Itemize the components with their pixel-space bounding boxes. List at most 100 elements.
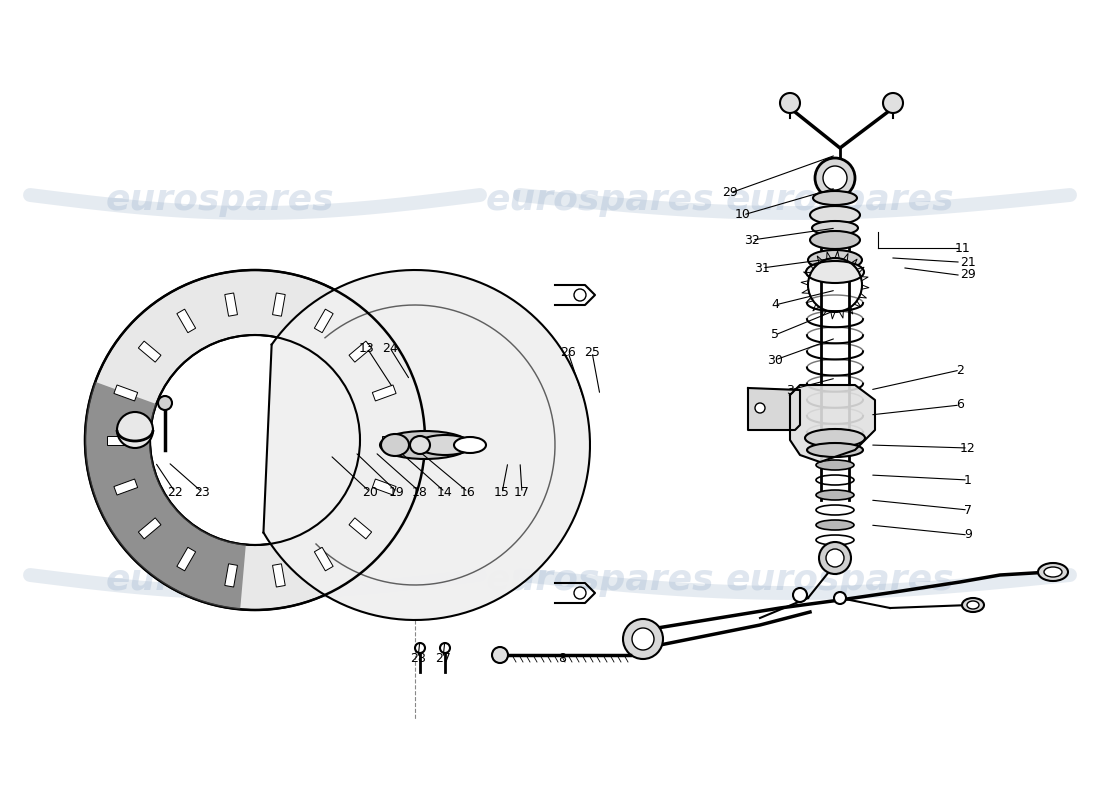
Text: 21: 21 (960, 255, 976, 269)
Text: 19: 19 (389, 486, 405, 498)
Polygon shape (349, 341, 372, 362)
Text: 27: 27 (436, 651, 451, 665)
Text: 5: 5 (771, 329, 779, 342)
Text: 7: 7 (964, 503, 972, 517)
Ellipse shape (810, 231, 860, 249)
Polygon shape (114, 479, 138, 495)
Circle shape (492, 647, 508, 663)
Text: 9: 9 (964, 529, 972, 542)
Text: 4: 4 (771, 298, 779, 311)
Text: 6: 6 (956, 398, 964, 411)
Polygon shape (748, 388, 800, 430)
Text: eurospares: eurospares (486, 563, 714, 597)
Circle shape (623, 619, 663, 659)
Wedge shape (85, 270, 425, 610)
Text: 28: 28 (410, 651, 426, 665)
Text: 30: 30 (767, 354, 783, 366)
Polygon shape (372, 385, 396, 401)
Text: 11: 11 (955, 242, 971, 254)
Polygon shape (349, 518, 372, 539)
Circle shape (883, 93, 903, 113)
Text: eurospares: eurospares (726, 563, 955, 597)
Circle shape (826, 549, 844, 567)
Polygon shape (790, 385, 874, 462)
Circle shape (440, 643, 450, 653)
Polygon shape (315, 547, 333, 571)
Ellipse shape (813, 191, 857, 205)
Polygon shape (224, 293, 238, 316)
Text: 29: 29 (722, 186, 738, 199)
Text: 3: 3 (786, 383, 794, 397)
Circle shape (574, 289, 586, 301)
Polygon shape (139, 341, 161, 362)
Text: 22: 22 (167, 486, 183, 498)
Circle shape (158, 396, 172, 410)
Text: 16: 16 (460, 486, 476, 498)
Circle shape (815, 158, 855, 198)
Ellipse shape (816, 460, 854, 470)
Ellipse shape (812, 221, 858, 235)
Circle shape (834, 592, 846, 604)
Text: 12: 12 (960, 442, 976, 454)
Text: 29: 29 (960, 269, 976, 282)
Text: 17: 17 (514, 486, 530, 499)
Polygon shape (263, 270, 590, 620)
Circle shape (117, 412, 153, 448)
Text: eurospares: eurospares (106, 563, 334, 597)
Ellipse shape (454, 437, 486, 453)
Circle shape (780, 93, 800, 113)
Polygon shape (177, 547, 196, 571)
Text: 26: 26 (560, 346, 576, 358)
Ellipse shape (1038, 563, 1068, 581)
Text: eurospares: eurospares (726, 183, 955, 217)
Text: 2: 2 (956, 363, 964, 377)
Ellipse shape (805, 429, 865, 447)
Polygon shape (177, 309, 196, 333)
Ellipse shape (379, 431, 470, 459)
Text: 25: 25 (584, 346, 600, 358)
Text: 32: 32 (744, 234, 760, 246)
Text: 1: 1 (964, 474, 972, 486)
Ellipse shape (810, 206, 860, 224)
Circle shape (793, 588, 807, 602)
Ellipse shape (807, 443, 864, 457)
Wedge shape (85, 382, 245, 610)
Polygon shape (382, 435, 404, 445)
Text: 8: 8 (558, 651, 566, 665)
Text: 13: 13 (359, 342, 375, 354)
Polygon shape (372, 479, 396, 495)
Ellipse shape (410, 436, 430, 454)
Ellipse shape (816, 490, 854, 500)
Text: 31: 31 (755, 262, 770, 274)
Text: 18: 18 (412, 486, 428, 498)
Circle shape (574, 587, 586, 599)
Circle shape (823, 166, 847, 190)
Polygon shape (315, 309, 333, 333)
Polygon shape (139, 518, 161, 539)
Text: 20: 20 (362, 486, 378, 498)
Ellipse shape (381, 434, 409, 456)
Text: eurospares: eurospares (486, 183, 714, 217)
Text: 15: 15 (494, 486, 510, 499)
Ellipse shape (816, 520, 854, 530)
Circle shape (152, 337, 358, 543)
Ellipse shape (1044, 567, 1061, 577)
Ellipse shape (808, 250, 862, 270)
Polygon shape (114, 385, 138, 401)
Text: 23: 23 (194, 486, 210, 498)
Circle shape (820, 542, 851, 574)
Circle shape (415, 643, 425, 653)
Ellipse shape (962, 598, 984, 612)
Text: 24: 24 (382, 342, 398, 354)
Circle shape (755, 403, 764, 413)
Polygon shape (273, 564, 285, 587)
Text: 14: 14 (437, 486, 453, 498)
Polygon shape (224, 564, 238, 587)
Ellipse shape (967, 601, 979, 609)
Polygon shape (273, 293, 285, 316)
Text: eurospares: eurospares (106, 183, 334, 217)
Ellipse shape (806, 261, 864, 283)
Text: 10: 10 (735, 209, 751, 222)
Ellipse shape (418, 435, 473, 455)
Circle shape (632, 628, 654, 650)
